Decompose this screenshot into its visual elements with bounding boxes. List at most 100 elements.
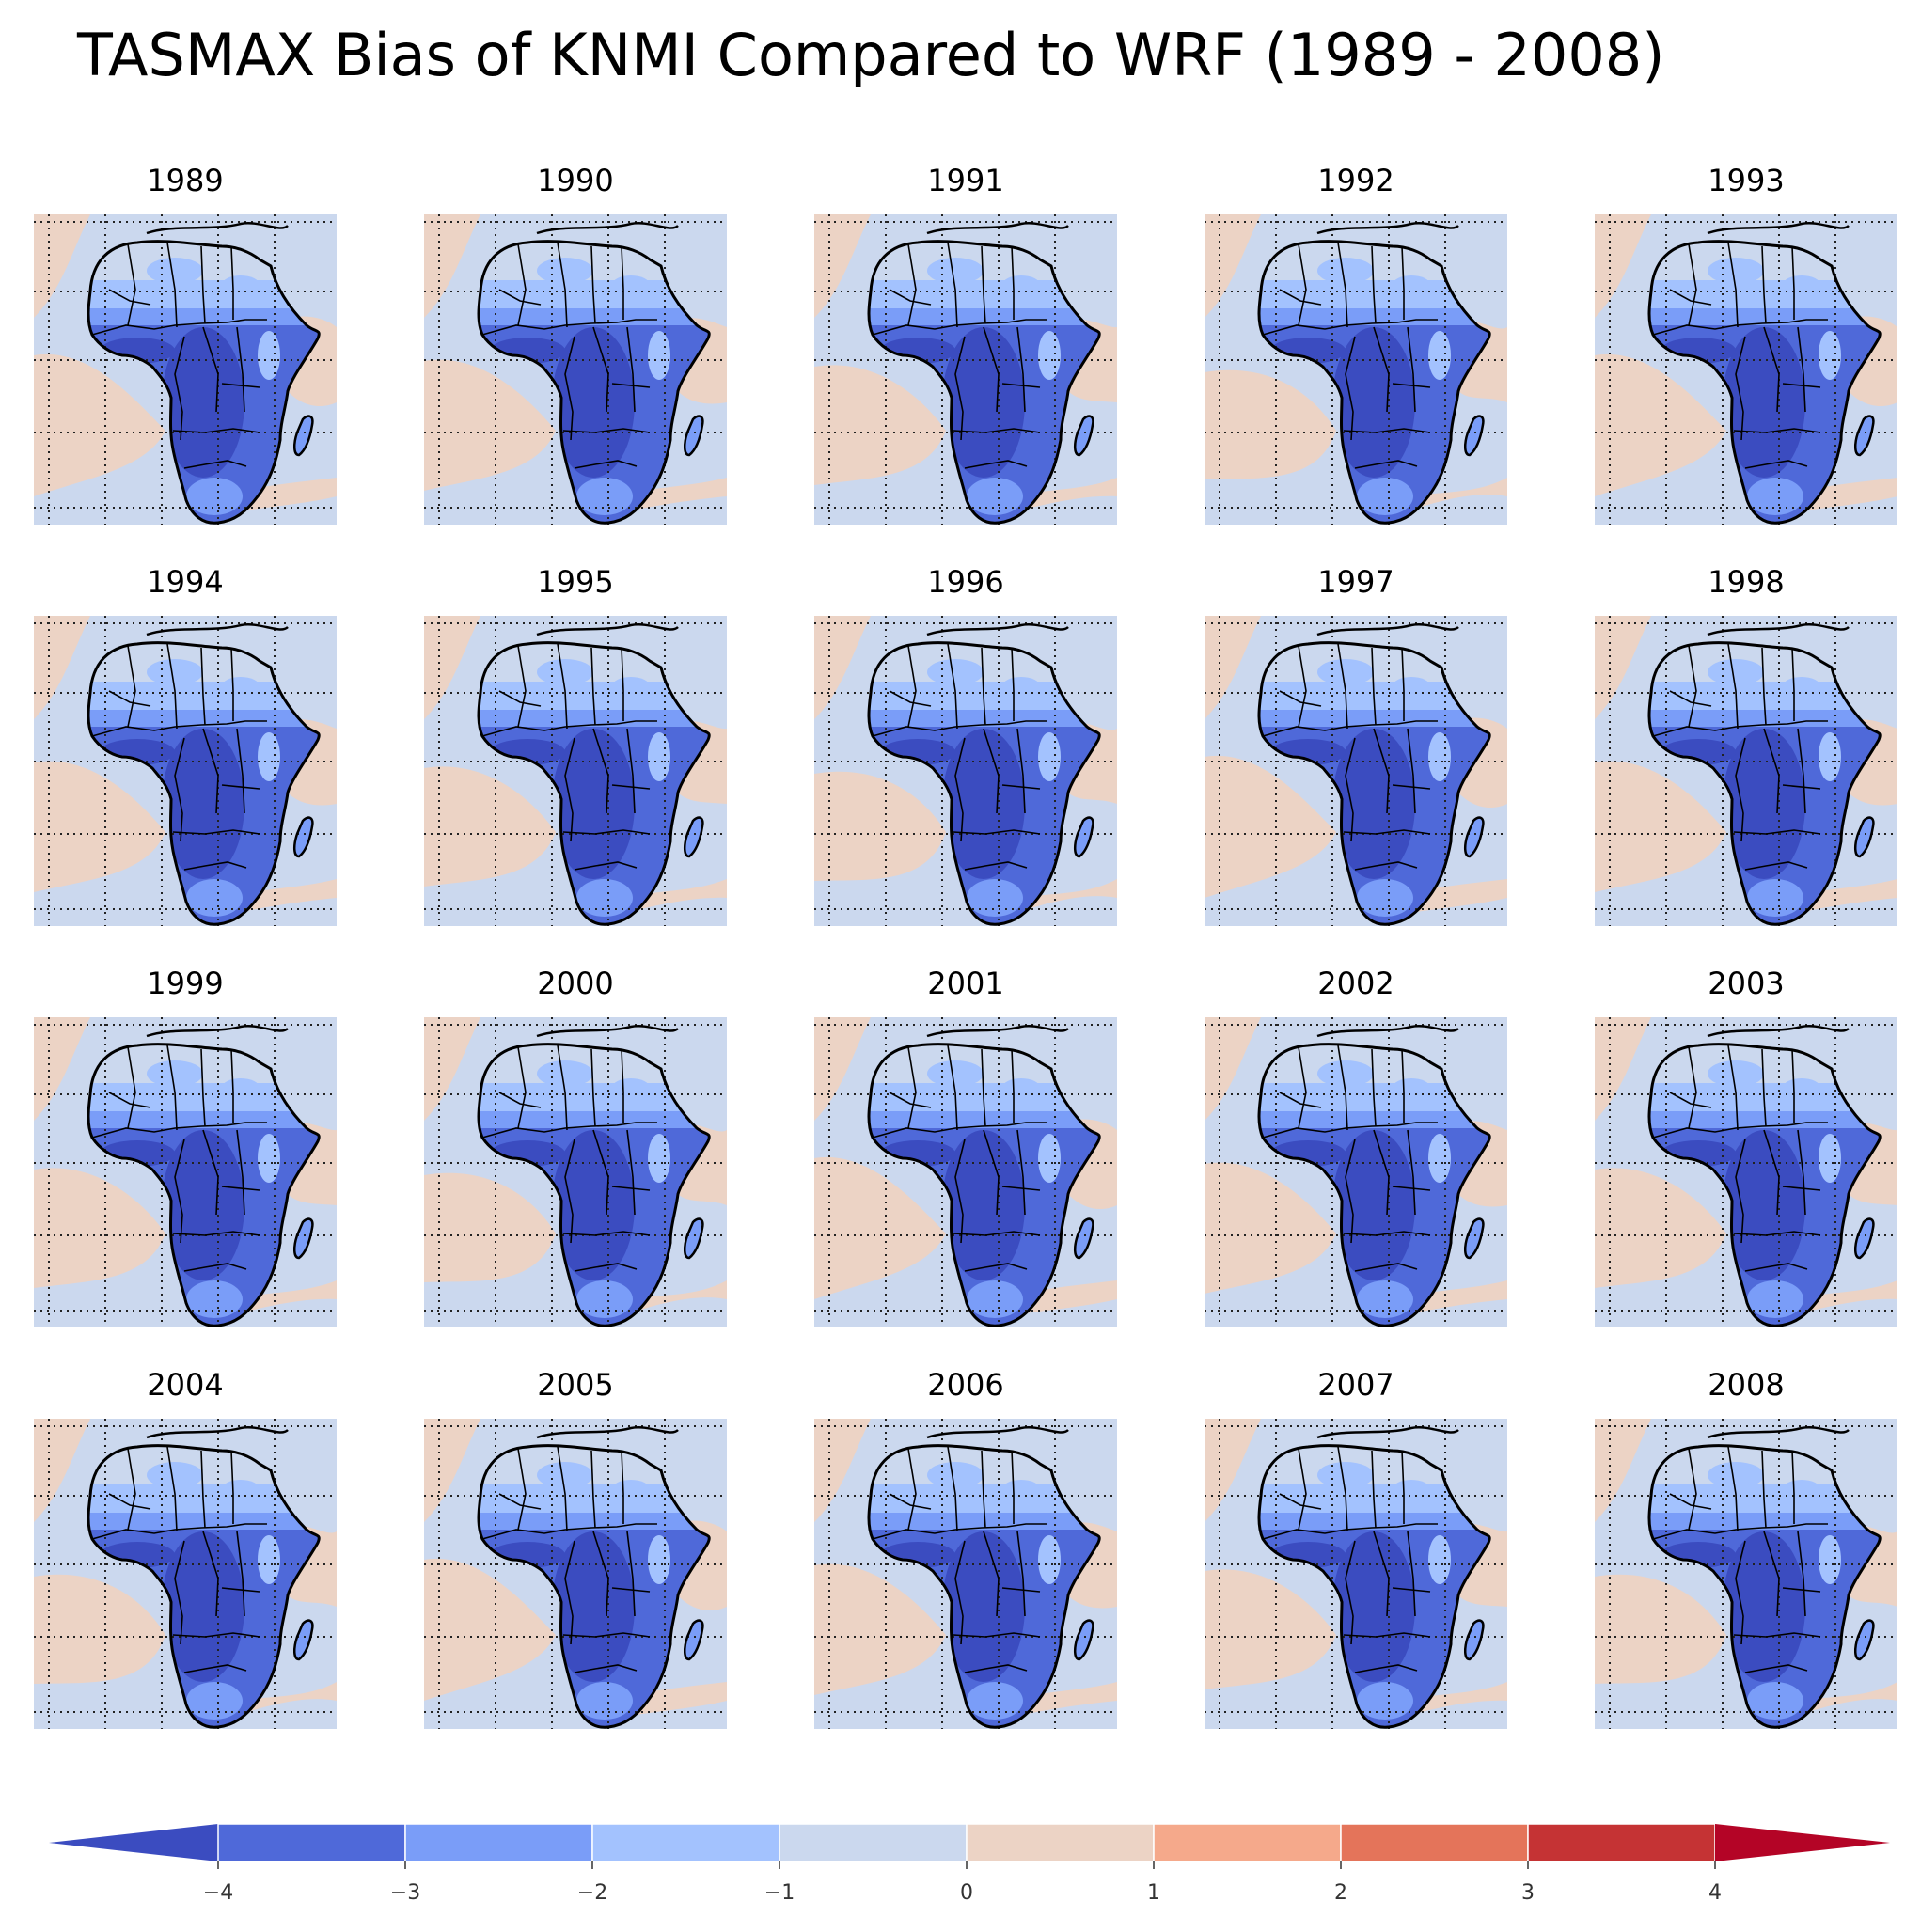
country-border	[127, 1448, 136, 1531]
country-border	[1782, 784, 1821, 790]
madagascar	[1465, 1218, 1484, 1258]
coastline	[477, 240, 711, 525]
country-border	[954, 1540, 966, 1645]
country-border	[1407, 1129, 1416, 1216]
country-border	[1652, 319, 1828, 336]
coastline	[87, 240, 321, 525]
coastline	[867, 641, 1101, 926]
country-border	[481, 1122, 657, 1139]
country-border	[1392, 1587, 1431, 1593]
country-border	[1001, 1186, 1041, 1191]
coastline	[1707, 1426, 1850, 1439]
country-border	[947, 1446, 958, 1532]
country-border	[1298, 243, 1307, 326]
country-border	[889, 690, 932, 707]
country-border	[590, 245, 596, 324]
coastline	[293, 415, 314, 457]
bias-map	[814, 214, 1117, 525]
country-border	[174, 1139, 185, 1244]
country-border	[592, 326, 609, 413]
panel-title: 1996	[927, 564, 1004, 600]
country-border	[621, 1048, 624, 1123]
country-border	[200, 1048, 206, 1127]
country-border	[1782, 383, 1821, 388]
country-border	[557, 242, 568, 328]
coastline	[87, 1444, 321, 1729]
country-border	[1298, 1046, 1307, 1129]
country-border	[1669, 1493, 1712, 1510]
panel-title: 1990	[537, 163, 614, 198]
coastline	[1074, 1217, 1094, 1260]
country-border	[1343, 829, 1431, 835]
country-border	[1744, 460, 1808, 469]
country-border	[1733, 829, 1821, 835]
country-border	[1735, 737, 1746, 842]
country-border	[1761, 647, 1767, 726]
coastline	[536, 222, 679, 235]
country-border	[481, 319, 657, 336]
country-border	[1392, 383, 1431, 388]
panel-title: 2008	[1708, 1367, 1785, 1403]
map-panel-1996: 1996	[814, 563, 1117, 926]
country-border	[1298, 645, 1307, 728]
country-border	[236, 326, 245, 413]
country-border	[557, 1045, 568, 1131]
coastline	[1074, 1619, 1094, 1661]
country-border	[174, 336, 185, 441]
madagascar	[294, 1620, 313, 1659]
country-border	[1262, 1122, 1438, 1139]
country-border	[1262, 720, 1438, 737]
country-border	[947, 242, 958, 328]
country-border	[981, 1450, 986, 1529]
bias-map	[34, 214, 337, 525]
country-border	[1345, 737, 1356, 842]
country-border	[1669, 289, 1712, 306]
country-border	[1392, 784, 1431, 790]
panel-title: 1999	[147, 966, 224, 1001]
country-border	[621, 245, 624, 320]
country-border	[574, 1263, 638, 1272]
coastline	[146, 222, 289, 235]
coastline	[1647, 641, 1882, 926]
ocean-positive-band	[424, 359, 556, 491]
country-border	[1763, 728, 1780, 814]
madagascar	[1465, 416, 1484, 455]
madagascar	[685, 817, 703, 856]
coastline	[87, 641, 321, 926]
coastline	[146, 623, 289, 636]
madagascar	[1855, 817, 1874, 856]
country-border	[1016, 1129, 1026, 1216]
coastline	[1464, 816, 1485, 858]
coastline	[1257, 1444, 1491, 1729]
country-border	[1345, 336, 1356, 441]
map-panel-2001: 2001	[814, 965, 1117, 1327]
coastline	[477, 1444, 711, 1729]
ocean-positive-band	[34, 1168, 165, 1288]
ocean-positive-band	[1205, 1162, 1336, 1294]
country-border	[953, 1231, 1041, 1236]
country-border	[907, 243, 917, 326]
map-panel-1989: 1989	[34, 162, 337, 525]
ocean-positive-band	[814, 771, 946, 881]
country-border	[889, 1493, 932, 1510]
map-panel-1992: 1992	[1205, 162, 1507, 525]
country-border	[1791, 1048, 1795, 1123]
country-border	[1733, 1231, 1821, 1236]
country-border	[964, 1263, 1028, 1272]
panel-title: 1997	[1317, 564, 1394, 600]
country-border	[557, 643, 568, 730]
country-border	[574, 1664, 638, 1673]
country-border	[1791, 647, 1795, 721]
country-border	[1744, 1664, 1808, 1673]
bias-map	[814, 1419, 1117, 1729]
country-border	[872, 1523, 1047, 1540]
coastline	[1074, 415, 1094, 457]
country-border	[183, 1664, 247, 1673]
coastline	[1464, 1619, 1485, 1661]
country-border	[166, 242, 178, 328]
map-panel-2008: 2008	[1595, 1366, 1897, 1729]
country-border	[108, 690, 151, 707]
bias-map	[34, 1017, 337, 1327]
country-border	[557, 1446, 568, 1532]
country-border	[981, 1048, 986, 1127]
